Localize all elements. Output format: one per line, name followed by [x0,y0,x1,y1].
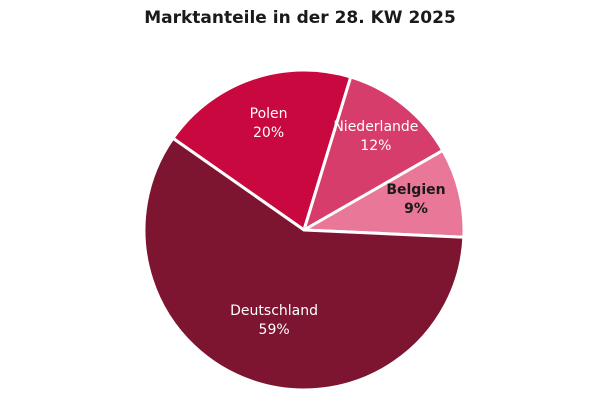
slice-value-belgien: 9% [404,201,428,217]
slice-value-polen: 20% [253,125,284,141]
pie-slice-niederlande [302,75,445,232]
pie-slice-belgien [302,148,466,239]
slice-label-belgien: Belgien [386,182,445,198]
slice-value-deutschland: 59% [259,322,290,338]
pie-slice-polen [171,68,353,232]
slice-label-deutschland: Deutschland [230,303,318,319]
chart-title: Marktanteile in der 28. KW 2025 [144,8,456,28]
slice-value-niederlande: 12% [360,138,391,154]
pie-slice-deutschland [142,136,466,392]
slice-label-niederlande: Niederlande [333,119,418,135]
slice-label-polen: Polen [250,106,288,122]
